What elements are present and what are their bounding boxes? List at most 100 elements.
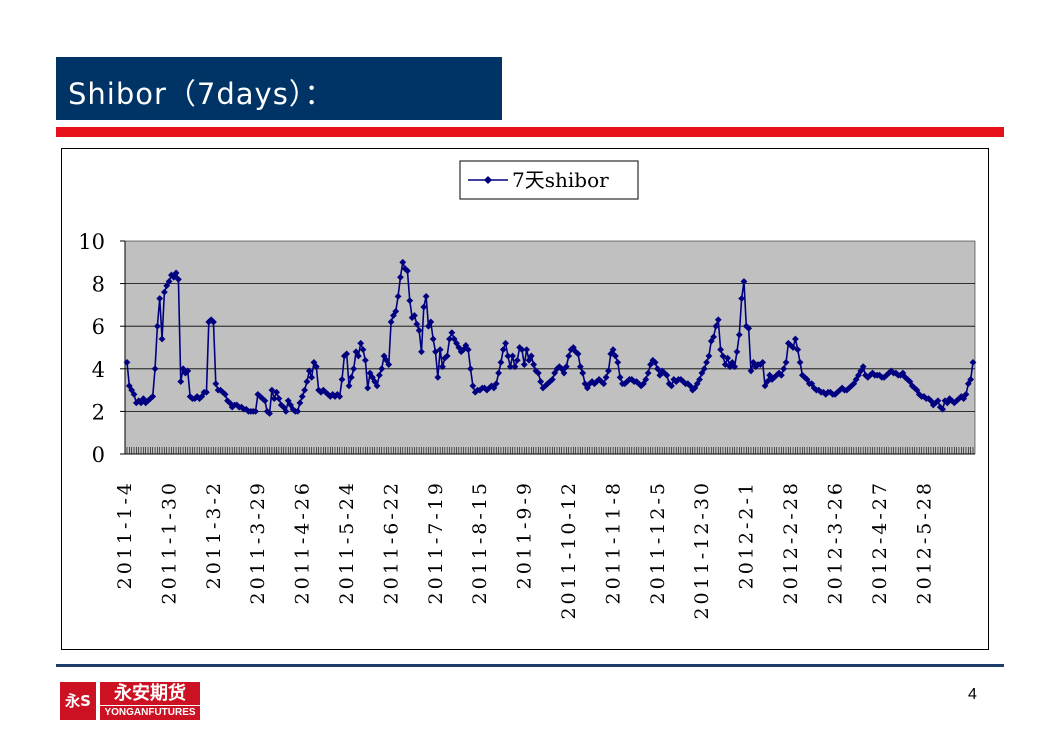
x-tick-label: 2011-10-12 xyxy=(558,480,580,620)
y-tick-label: 4 xyxy=(92,358,105,382)
data-point xyxy=(740,278,748,285)
data-point xyxy=(880,373,888,381)
data-point xyxy=(338,376,346,383)
data-point xyxy=(427,318,435,326)
data-point xyxy=(443,352,451,360)
data-point xyxy=(745,324,753,332)
y-tick-label: 0 xyxy=(92,443,105,467)
data-point xyxy=(562,363,570,371)
data-point xyxy=(354,352,362,360)
data-point xyxy=(469,382,477,390)
data-point xyxy=(656,371,664,379)
data-point xyxy=(340,352,348,360)
data-point xyxy=(661,369,668,377)
data-point xyxy=(429,335,437,343)
data-point xyxy=(392,307,400,315)
x-tick-label: 2011-11-8 xyxy=(602,480,624,604)
data-point xyxy=(546,378,554,385)
x-tick-label: 2011-12-5 xyxy=(647,480,669,604)
data-point xyxy=(616,373,624,381)
x-tick-label: 2011-7-19 xyxy=(425,480,447,604)
data-point xyxy=(700,365,708,373)
data-point xyxy=(724,354,732,362)
x-tick-label: 2011-9-9 xyxy=(514,480,536,589)
data-point xyxy=(252,408,259,415)
logo-english-name: YONGANFUTURES xyxy=(100,706,200,720)
data-point xyxy=(359,346,367,354)
data-point xyxy=(591,380,598,388)
data-point xyxy=(151,365,159,373)
data-point xyxy=(305,367,313,375)
data-point xyxy=(149,393,157,400)
data-point xyxy=(887,367,895,375)
data-point xyxy=(710,333,717,341)
data-point xyxy=(310,359,318,366)
data-point xyxy=(719,352,727,360)
x-tick-label: 2011-1-4 xyxy=(114,480,136,589)
x-tick-label: 2012-4-27 xyxy=(869,480,891,604)
x-tick-label: 2011-8-15 xyxy=(469,480,491,604)
data-point xyxy=(530,361,538,368)
data-point xyxy=(560,369,568,377)
data-point xyxy=(850,380,858,388)
data-point xyxy=(644,369,652,377)
data-point xyxy=(270,395,278,403)
legend-marker xyxy=(484,176,492,184)
data-point xyxy=(207,316,215,324)
data-point xyxy=(703,359,710,366)
data-point xyxy=(308,373,316,381)
data-point xyxy=(312,363,320,371)
data-point xyxy=(747,367,755,375)
data-point xyxy=(717,346,725,354)
data-point xyxy=(319,386,327,394)
data-point xyxy=(130,390,138,398)
data-point xyxy=(333,390,341,398)
data-point xyxy=(733,348,741,356)
data-point xyxy=(254,390,262,398)
data-point xyxy=(165,278,173,285)
data-point xyxy=(172,269,180,277)
x-tick-label: 2012-2-28 xyxy=(780,480,802,604)
data-point xyxy=(859,363,867,371)
data-point xyxy=(527,352,535,360)
data-point xyxy=(186,393,194,400)
data-point xyxy=(364,384,372,392)
data-point xyxy=(387,318,395,326)
data-point xyxy=(177,378,185,385)
data-point xyxy=(343,350,351,358)
data-point xyxy=(654,365,661,373)
data-point xyxy=(600,380,608,388)
data-point xyxy=(518,346,526,354)
data-point xyxy=(153,322,161,330)
data-point xyxy=(712,322,720,330)
data-point xyxy=(897,371,904,379)
data-point xyxy=(565,352,573,360)
data-point xyxy=(731,363,739,371)
data-point xyxy=(460,346,467,354)
data-point xyxy=(268,386,276,394)
data-point xyxy=(567,346,575,354)
slide-title: Shibor（7days）： xyxy=(68,77,335,111)
data-point xyxy=(609,346,617,354)
data-point xyxy=(436,346,444,354)
data-point xyxy=(520,361,528,368)
data-point xyxy=(640,380,647,388)
data-point xyxy=(464,346,472,354)
data-point xyxy=(432,348,439,356)
data-point xyxy=(511,363,519,371)
data-point xyxy=(132,399,140,407)
legend-box xyxy=(459,160,639,200)
data-point xyxy=(759,359,767,366)
data-point xyxy=(495,369,502,377)
data-point xyxy=(946,395,954,403)
data-point xyxy=(404,267,411,275)
data-point xyxy=(415,327,423,334)
x-tick-label: 2011-5-24 xyxy=(336,480,358,604)
data-point xyxy=(532,367,540,375)
data-point xyxy=(294,408,302,415)
footer-rule xyxy=(56,664,1004,667)
data-point xyxy=(773,371,781,379)
data-point xyxy=(366,369,374,377)
data-point xyxy=(282,408,290,415)
data-point xyxy=(735,331,743,339)
